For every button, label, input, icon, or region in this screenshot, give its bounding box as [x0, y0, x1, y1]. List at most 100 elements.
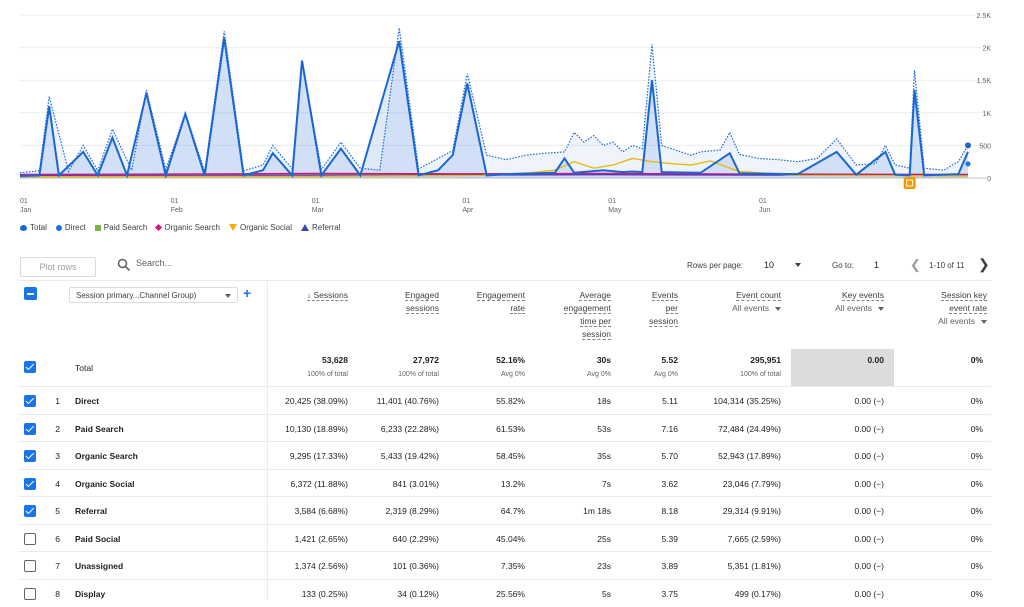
next-page-icon[interactable]: ❯ [978, 256, 990, 272]
total-subtext: Avg 0% [501, 371, 525, 378]
total-checkbox[interactable] [24, 361, 36, 373]
row-checkbox[interactable] [24, 560, 36, 572]
row-index: 7 [55, 561, 60, 571]
table-row[interactable]: 2 Paid Search 10,130 (18.89%) 6,233 (22.28%… [18, 413, 991, 442]
row-metric-value: 2,319 (8.29%) [385, 506, 439, 516]
row-checkbox[interactable] [24, 477, 36, 490]
column-header-eps[interactable]: Events per session [649, 289, 678, 328]
row-metric-value: 64.7% [500, 506, 525, 516]
total-value: 52.16% [496, 355, 525, 365]
chevron-down-icon[interactable] [225, 294, 231, 298]
column-header-label: Event count [736, 290, 781, 301]
row-metric-value: 10,130 (18.89%) [285, 423, 348, 434]
table-row[interactable]: 3 Organic Search 9,295 (17.33%) 5,433 (19.4… [18, 441, 991, 469]
row-metric-value: 0% [970, 478, 983, 489]
table-row[interactable]: 5 Referral 3,584 (6.68%) 2,319 (8.29%) 64.7%… [18, 496, 991, 524]
metric-filter-label: All events [938, 316, 975, 326]
total-value: 5.52 [661, 355, 678, 365]
row-checkbox[interactable] [24, 505, 36, 517]
column-header-label: ↓ Sessions [306, 290, 348, 301]
column-header-rate[interactable]: Engagement rate [476, 289, 525, 315]
x-tick-label: 01 [171, 198, 179, 205]
row-metric-value: 18s [597, 396, 611, 406]
legend-item[interactable]: Organic Social [228, 223, 292, 232]
dimension-select[interactable]: Session primary...Channel Group) [69, 287, 238, 303]
legend-item[interactable]: Organic Search [155, 223, 220, 232]
search-input[interactable]: Search... [136, 258, 173, 268]
add-dimension-icon[interactable]: + [243, 285, 252, 301]
row-index: 8 [55, 588, 60, 599]
row-index: 3 [55, 451, 60, 461]
diamond-icon [155, 223, 163, 232]
row-metric-value: 61.53% [496, 423, 525, 434]
column-header-ke[interactable]: Key events All events [835, 289, 884, 315]
row-dimension-value: Direct [75, 396, 100, 406]
total-area [20, 28, 968, 178]
row-metric-value: 23,046 (7.79%) [722, 478, 781, 489]
row-metric-value: 0% [970, 561, 983, 571]
rows-per-page-select[interactable]: 10 [764, 260, 775, 270]
row-checkbox[interactable] [24, 532, 36, 545]
row-metric-value: 25.56% [496, 588, 525, 599]
row-metric-value: 5,351 (1.81%) [727, 561, 781, 571]
table-row[interactable]: 1 Direct 20,425 (38.09%) 11,401 (40.76%) 55.… [18, 386, 991, 414]
chevron-down-icon[interactable] [795, 263, 801, 267]
row-metric-value: 5,433 (19.42%) [380, 451, 439, 461]
row-metric-value: 3,584 (6.68%) [294, 506, 348, 516]
chevron-down-icon[interactable] [775, 306, 781, 311]
legend-item[interactable]: Paid Search [94, 223, 148, 232]
column-header-avg[interactable]: Average engagement time per session [563, 289, 611, 341]
row-checkbox[interactable] [24, 587, 36, 600]
row-metric-value: 29,314 (9.91%) [722, 506, 781, 516]
row-metric-value: 53s [597, 423, 611, 434]
row-metric-value: 841 (3.01%) [392, 478, 439, 489]
x-tick-label: 01 [462, 198, 470, 205]
legend-label: Paid Search [103, 223, 148, 232]
row-metric-value: 8.18 [661, 506, 678, 516]
plot-rows-button[interactable]: Plot rows [20, 257, 96, 277]
row-metric-value: 6,372 (11.88%) [290, 478, 349, 489]
row-metric-value: 0% [970, 423, 983, 434]
row-metric-value: 0.00 (−) [854, 561, 884, 571]
row-dimension-value: Organic Social [75, 478, 135, 489]
row-metric-value: 5.39 [661, 533, 678, 544]
column-header-label: rate [510, 303, 525, 314]
column-header-sessions[interactable]: ↓ Sessions [306, 289, 348, 302]
series-line-total [19, 27, 969, 174]
total-value: 0.00 [867, 355, 884, 365]
table-row[interactable]: 4 Organic Social 6,372 (11.88%) 841 (3.01%)… [18, 468, 991, 497]
metric-filter-label: All events [835, 303, 872, 313]
table-row[interactable]: 7 Unassigned 1,374 (2.56%) 101 (0.36%) 7.35%… [18, 551, 991, 579]
total-subtext: 100% of total [307, 371, 348, 378]
row-checkbox[interactable] [24, 395, 36, 407]
row-metric-value: 1m 18s [583, 506, 611, 516]
legend-item[interactable]: Total [20, 223, 47, 232]
row-dimension-value: Paid Search [75, 423, 124, 434]
prev-page-icon[interactable]: ❮ [910, 257, 921, 272]
y-tick-label: 2.5K [977, 13, 992, 20]
row-metric-value: 25s [597, 533, 611, 544]
goto-input[interactable]: 1 [874, 260, 880, 270]
column-header-engaged[interactable]: Engaged sessions [404, 289, 439, 315]
column-header-sker[interactable]: Session key event rate All events [938, 289, 987, 328]
search-icon[interactable] [117, 258, 131, 272]
row-metric-value: 72,484 (24.49%) [718, 423, 781, 434]
column-header-label: session [649, 316, 678, 327]
column-header-ec[interactable]: Event count All events [732, 289, 781, 315]
column-header-label: sessions [405, 303, 439, 314]
table-row[interactable]: 8 Display 133 (0.25%) 34 (0.12%) 25.56% 5s 3.7… [18, 578, 991, 607]
select-all-checkbox[interactable] [24, 287, 37, 300]
table-row[interactable]: 6 Paid Social 1,421 (2.65%) 640 (2.29%) 45.0… [18, 523, 991, 552]
chevron-down-icon[interactable] [878, 306, 884, 311]
legend-item[interactable]: Direct [55, 223, 86, 232]
row-checkbox[interactable] [24, 450, 36, 462]
row-metric-value: 7.16 [661, 423, 678, 434]
row-dimension-value: Unassigned [75, 561, 124, 571]
chevron-down-icon[interactable] [981, 319, 987, 324]
legend-label: Direct [64, 223, 86, 232]
total-value: 27,972 [413, 355, 439, 365]
legend-item[interactable]: Referral [301, 223, 340, 232]
row-checkbox[interactable] [24, 422, 36, 435]
row-metric-value: 0.00 (−) [854, 533, 884, 544]
x-tick-label: 01 [20, 198, 28, 205]
